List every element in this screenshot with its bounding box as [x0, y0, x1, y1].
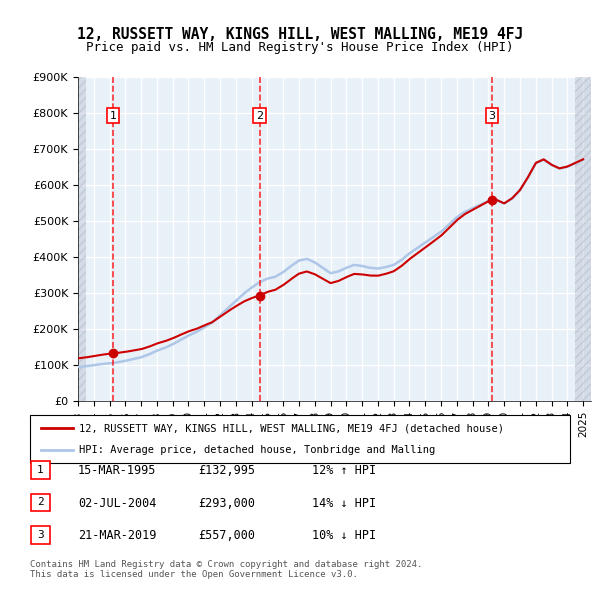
Text: 02-JUL-2004: 02-JUL-2004: [78, 497, 157, 510]
Text: £293,000: £293,000: [198, 497, 255, 510]
FancyBboxPatch shape: [31, 461, 50, 478]
FancyBboxPatch shape: [30, 415, 570, 463]
Text: HPI: Average price, detached house, Tonbridge and Malling: HPI: Average price, detached house, Tonb…: [79, 445, 435, 455]
Text: 12, RUSSETT WAY, KINGS HILL, WEST MALLING, ME19 4FJ: 12, RUSSETT WAY, KINGS HILL, WEST MALLIN…: [77, 27, 523, 41]
Text: 3: 3: [488, 111, 496, 120]
Text: 12% ↑ HPI: 12% ↑ HPI: [312, 464, 376, 477]
Bar: [78, 77, 86, 401]
Text: 1: 1: [37, 465, 44, 475]
Text: 21-MAR-2019: 21-MAR-2019: [78, 529, 157, 542]
Text: 1: 1: [109, 111, 116, 120]
Text: 12, RUSSETT WAY, KINGS HILL, WEST MALLING, ME19 4FJ (detached house): 12, RUSSETT WAY, KINGS HILL, WEST MALLIN…: [79, 423, 503, 433]
Text: Contains HM Land Registry data © Crown copyright and database right 2024.
This d: Contains HM Land Registry data © Crown c…: [30, 560, 422, 579]
Text: 2: 2: [37, 497, 44, 507]
Text: 2: 2: [256, 111, 263, 120]
Text: 10% ↓ HPI: 10% ↓ HPI: [312, 529, 376, 542]
Text: 3: 3: [37, 530, 44, 540]
Bar: [575, 77, 591, 401]
FancyBboxPatch shape: [31, 494, 50, 511]
Text: 14% ↓ HPI: 14% ↓ HPI: [312, 497, 376, 510]
FancyBboxPatch shape: [31, 526, 50, 543]
Text: £557,000: £557,000: [198, 529, 255, 542]
Text: 15-MAR-1995: 15-MAR-1995: [78, 464, 157, 477]
Text: £132,995: £132,995: [198, 464, 255, 477]
Text: Price paid vs. HM Land Registry's House Price Index (HPI): Price paid vs. HM Land Registry's House …: [86, 41, 514, 54]
